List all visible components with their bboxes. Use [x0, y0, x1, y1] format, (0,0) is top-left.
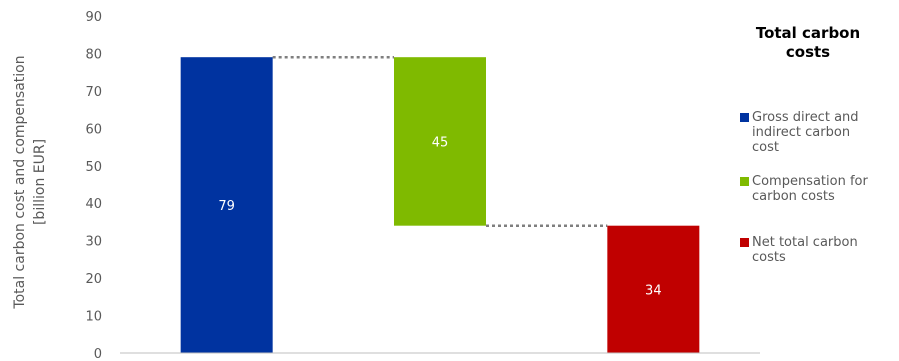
- bars: [180, 57, 700, 353]
- data-label-2: 45: [432, 135, 449, 150]
- y-tick-label: 70: [85, 85, 102, 100]
- y-tick-label: 60: [85, 122, 102, 137]
- bar-3: [607, 225, 700, 353]
- y-axis-label-line-1: Total carbon cost and compensation: [12, 55, 28, 309]
- connector-lines: [272, 55, 608, 227]
- legend-label-net-cost: Net total carbon costs: [752, 235, 892, 265]
- legend-label-line: Compensation for: [752, 174, 868, 189]
- y-tick-label: 40: [85, 197, 102, 212]
- y-tick-label: 30: [85, 235, 102, 250]
- legend-swatch-gross-cost: [740, 113, 749, 122]
- data-label-1: 79: [218, 199, 235, 214]
- data-label-3: 34: [645, 283, 662, 298]
- legend-label-line: Gross direct and: [752, 110, 859, 125]
- legend-title-line-1: Total carbon: [755, 24, 861, 42]
- legend-swatch-compensation: [740, 177, 749, 186]
- y-tick-label: 80: [85, 47, 102, 62]
- y-axis-label: Total carbon cost and compensation [bill…: [12, 55, 48, 309]
- y-tick-label: 50: [85, 160, 102, 175]
- legend-label-line: carbon costs: [752, 189, 835, 204]
- legend-title: Total carbon costs: [728, 24, 888, 62]
- bar-1: [180, 57, 273, 353]
- legend-label-line: indirect carbon: [752, 125, 851, 140]
- legend-label-line: Net total carbon: [752, 235, 858, 250]
- y-tick-label: 10: [85, 310, 102, 325]
- data-labels: 79 45 34: [218, 135, 661, 298]
- legend-title-line-2: costs: [785, 43, 831, 61]
- legend-label-line: costs: [752, 250, 786, 265]
- y-tick-label: 0: [94, 347, 102, 361]
- legend-swatch-net-cost: [740, 238, 749, 247]
- y-axis-ticks: 0 10 20 30 40 50 60 70 80 90: [85, 10, 102, 361]
- bar-2: [394, 57, 486, 226]
- y-tick-label: 20: [85, 272, 102, 287]
- y-tick-label: 90: [85, 10, 102, 25]
- legend-label-line: cost: [752, 140, 779, 155]
- legend-label-compensation: Compensation for carbon costs: [752, 174, 892, 204]
- y-axis-label-line-2: [billion EUR]: [32, 139, 48, 225]
- legend-label-gross-cost: Gross direct and indirect carbon cost: [752, 110, 892, 155]
